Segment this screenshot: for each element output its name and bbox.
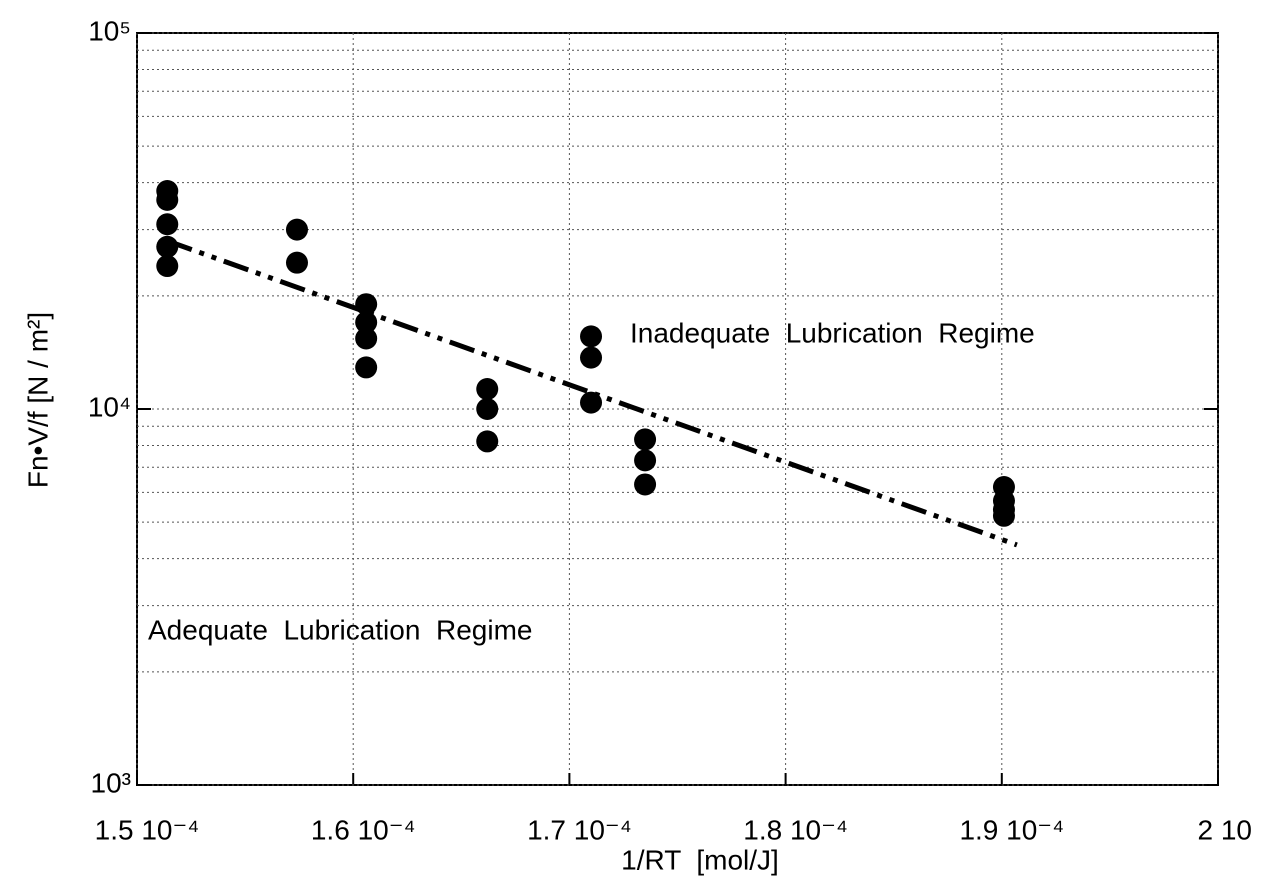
- x-axis-title: 1/RT [mol/J]: [621, 844, 779, 875]
- x-tick-label: 1.7 10⁻⁴: [527, 814, 632, 845]
- data-point: [634, 428, 657, 451]
- data-point: [285, 218, 308, 241]
- data-point: [580, 325, 603, 348]
- data-point: [580, 346, 603, 369]
- data-point: [992, 504, 1015, 527]
- y-tick-label: 10³: [91, 767, 131, 798]
- data-point: [634, 449, 657, 472]
- y-tick-label: 10⁴: [88, 391, 131, 422]
- data-point: [156, 235, 179, 258]
- annotation: Inadequate Lubrication Regime: [630, 317, 1035, 348]
- data-point: [634, 473, 657, 496]
- x-tick-label: 1.5 10⁻⁴: [95, 814, 200, 845]
- y-axis-title: Fn•V/f [N / m²]: [22, 312, 53, 488]
- data-point: [476, 378, 499, 401]
- data-point: [476, 398, 499, 420]
- data-point: [355, 327, 378, 350]
- data-point: [355, 293, 378, 316]
- data-point: [355, 356, 378, 379]
- x-tick-label: 1.9 10⁻⁴: [959, 814, 1064, 845]
- x-tick-label: 1.6 10⁻⁴: [311, 814, 416, 845]
- data-point: [156, 255, 179, 278]
- data-point: [285, 251, 308, 274]
- data-point: [156, 213, 179, 236]
- data-point: [156, 188, 179, 211]
- data-point: [355, 311, 378, 334]
- annotation: Adequate Lubrication Regime: [148, 614, 532, 645]
- x-tick-label: 2 10: [1198, 814, 1253, 845]
- data-point: [476, 430, 499, 453]
- data-point: [580, 391, 603, 414]
- y-tick-label: 10⁵: [88, 15, 131, 46]
- x-tick-label: 1.8 10⁻⁴: [743, 814, 848, 845]
